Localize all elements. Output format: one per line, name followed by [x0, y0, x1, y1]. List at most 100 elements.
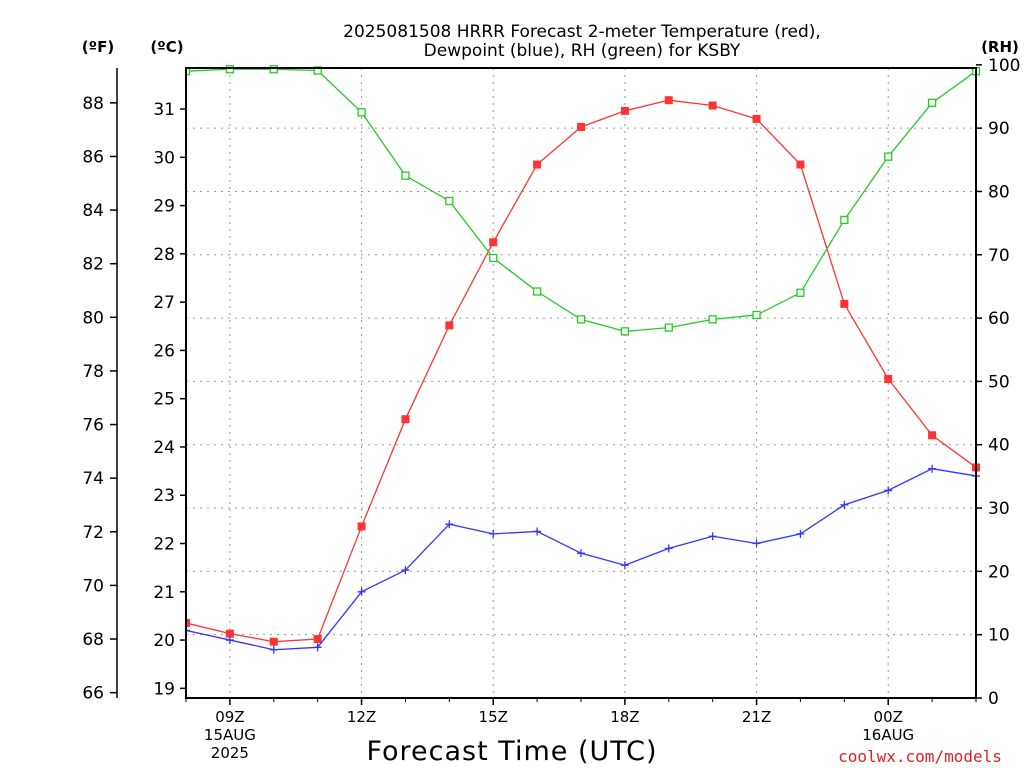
celsius-tick-label: 19 [153, 679, 175, 699]
fahrenheit-tick-label: 82 [82, 255, 104, 275]
temperature-point [269, 637, 278, 646]
x-tick-label: 15Z [479, 708, 508, 726]
rh-tick-label: 90 [988, 119, 1010, 139]
rh-tick-label: 40 [988, 436, 1010, 456]
celsius-tick-label: 28 [153, 245, 175, 265]
dewpoint-point [401, 566, 410, 575]
rh-point [225, 65, 235, 74]
rh-point [489, 253, 498, 263]
x-tick-label: 12Z [347, 708, 376, 726]
rh-point [927, 98, 937, 107]
temperature-point [357, 522, 366, 531]
rh-point [664, 323, 673, 332]
fahrenheit-tick-label: 80 [82, 308, 104, 328]
rh-point [401, 171, 410, 180]
rh-point [445, 196, 454, 206]
temperature-point [840, 299, 849, 308]
dewpoint-point [269, 645, 278, 654]
dewpoint-point [884, 486, 893, 495]
rh-point [576, 315, 586, 324]
fahrenheit-tick-label: 66 [82, 684, 104, 704]
dewpoint-point [533, 527, 542, 536]
rh-tick-label: 30 [988, 499, 1010, 519]
rh-tick-label: 60 [988, 309, 1010, 329]
chart-title-line2: Dewpoint (blue), RH (green) for KSBY [424, 41, 741, 61]
rh-tick-label: 10 [988, 626, 1010, 646]
rh-point [620, 327, 630, 336]
dewpoint-point [357, 587, 366, 596]
celsius-tick-label: 27 [153, 293, 175, 313]
dewpoint-point [840, 500, 849, 509]
x-tick-label: 21Z [742, 708, 771, 726]
dewpoint-point [796, 529, 805, 538]
rh-point [752, 310, 761, 320]
rh-point [796, 288, 805, 297]
dewpoint-point [225, 636, 234, 645]
celsius-tick-label: 30 [153, 148, 175, 168]
celsius-tick-label: 21 [153, 583, 175, 603]
temperature-point [445, 321, 454, 330]
series-layer [186, 65, 981, 654]
temperature-point [401, 415, 410, 424]
rh-point [840, 215, 849, 225]
x-tick-label: 15AUG [204, 726, 256, 744]
fahrenheit-tick-label: 84 [82, 201, 104, 221]
dewpoint-point [664, 544, 673, 553]
dewpoint-point [489, 529, 498, 538]
temperature-point [489, 238, 498, 247]
fahrenheit-tick-label: 78 [82, 362, 104, 382]
celsius-tick-label: 24 [153, 438, 175, 458]
temperature-point [313, 635, 322, 644]
celsius-tick-label: 20 [153, 631, 175, 651]
x-tick-label: 18Z [610, 708, 639, 726]
dewpoint-point [752, 539, 761, 548]
celsius-tick-label: 22 [153, 535, 175, 555]
celsius-tick-label: 29 [153, 197, 175, 217]
rh-point [186, 67, 191, 76]
dewpoint-point [708, 532, 717, 541]
temperature-point [708, 101, 717, 110]
temperature-point [884, 374, 893, 383]
celsius-tick-label: 25 [153, 390, 175, 410]
x-tick-label: 00Z [874, 708, 903, 726]
rh-tick-label: 50 [988, 372, 1010, 392]
temperature-point [620, 106, 629, 115]
dewpoint-point [928, 464, 937, 473]
fahrenheit-tick-label: 88 [82, 94, 104, 114]
chart-title-line1: 2025081508 HRRR Forecast 2-meter Tempera… [343, 22, 821, 42]
celsius-tick-label: 26 [153, 341, 175, 361]
dewpoint-point [620, 561, 629, 570]
temperature-point [186, 618, 190, 627]
rh-tick-label: 80 [988, 182, 1010, 202]
rh-point [532, 287, 542, 296]
fahrenheit-tick-label: 74 [82, 469, 104, 489]
celsius-tick-label: 31 [153, 100, 175, 120]
fahrenheit-tick-label: 86 [82, 147, 104, 167]
fahrenheit-tick-label: 76 [82, 416, 104, 436]
temperature-point [533, 160, 542, 169]
rh-point [884, 152, 893, 161]
x-axis-title: Forecast Time (UTC) [366, 736, 657, 767]
temperature-point [225, 629, 234, 638]
rh-point [357, 108, 366, 117]
x-tick-label: 09Z [215, 708, 244, 726]
fahrenheit-tick-label: 72 [82, 523, 104, 543]
fahrenheit-tick-label: 68 [82, 630, 104, 650]
rh-tick-label: 20 [988, 562, 1010, 582]
celsius-tick-label: 23 [153, 486, 175, 506]
dewpoint-point [186, 626, 190, 635]
dewpoint-point [313, 643, 322, 652]
unit-label-celsius: (ºC) [150, 38, 183, 56]
watermark: coolwx.com/models [838, 747, 1002, 766]
fahrenheit-tick-label: 70 [82, 576, 104, 596]
dewpoint-point [577, 549, 585, 558]
temperature-point [928, 431, 937, 440]
x-tick-label: 2025 [211, 744, 249, 762]
temperature-point [752, 114, 761, 123]
rh-tick-label: 0 [988, 689, 999, 709]
unit-label-fahrenheit: (ºF) [82, 38, 114, 56]
rh-point [708, 315, 717, 324]
